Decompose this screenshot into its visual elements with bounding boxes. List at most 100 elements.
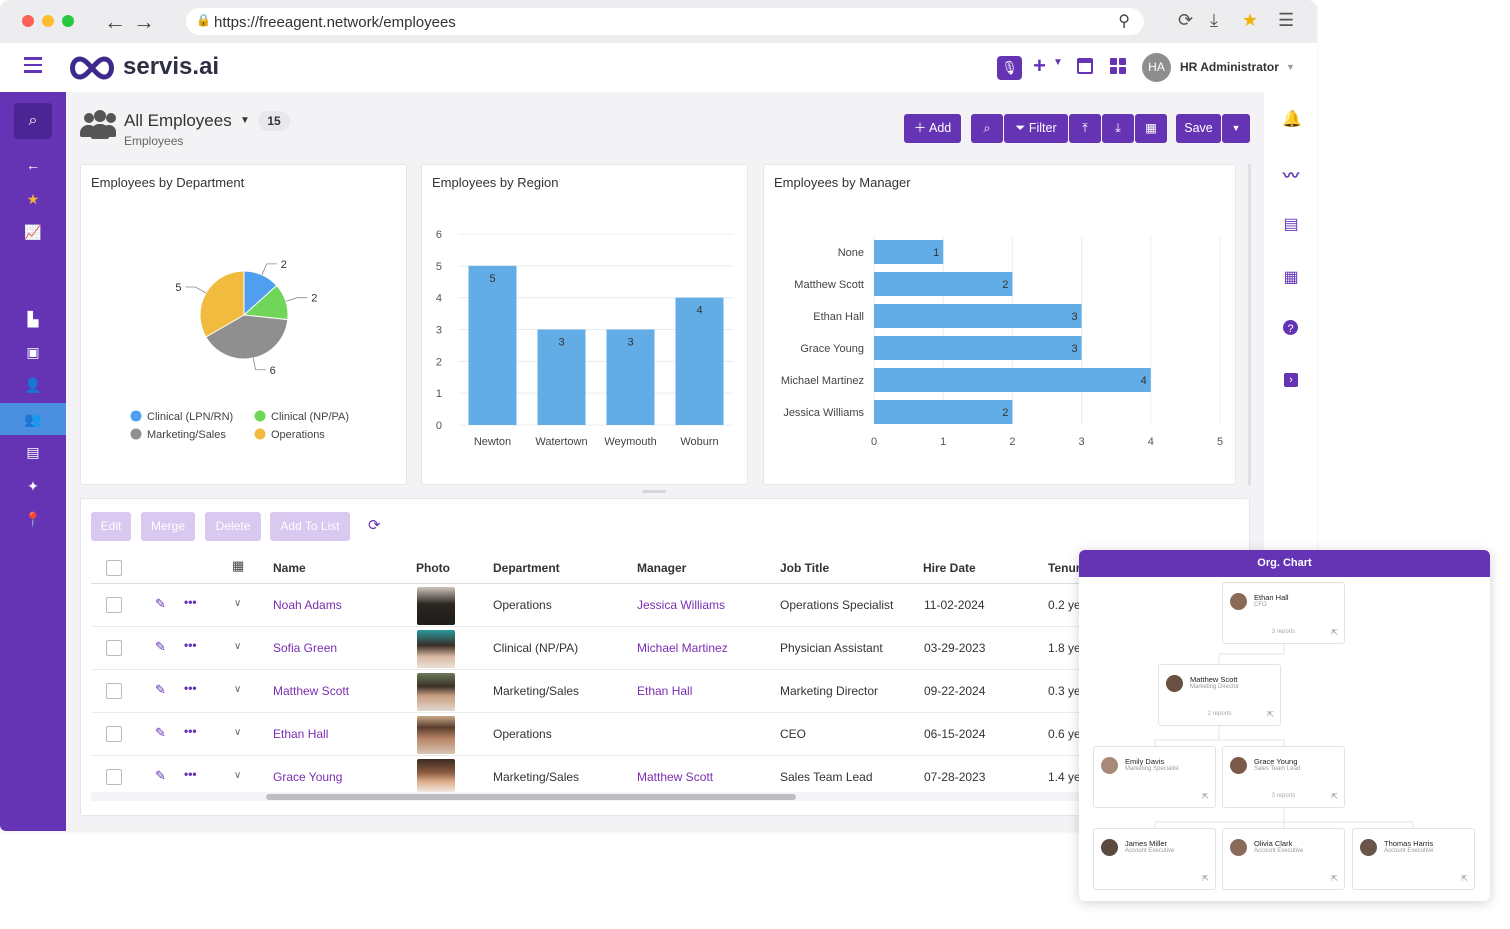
user-menu-chevron-icon[interactable]: ▼ — [1286, 62, 1295, 72]
edit-pencil-icon[interactable]: ✎ — [155, 768, 166, 783]
title-dropdown-icon[interactable]: ▼ — [240, 115, 250, 126]
terminal-icon[interactable]: › — [1284, 373, 1298, 387]
expand-row-chevron-icon[interactable]: ∨ — [234, 684, 242, 695]
employee-name-link[interactable]: Matthew Scott — [273, 684, 350, 698]
calendar-icon[interactable] — [1077, 58, 1093, 74]
reload-icon[interactable]: ⟳ — [1178, 10, 1194, 30]
download-icon[interactable]: ⤓ — [1210, 10, 1218, 30]
hamburger-menu-icon[interactable] — [24, 57, 42, 73]
column-header-job-title[interactable]: Job Title — [780, 561, 830, 575]
manager-link[interactable]: Ethan Hall — [637, 684, 693, 698]
sidebar-employees-icon[interactable]: 👥 — [0, 403, 66, 435]
expand-row-chevron-icon[interactable]: ∨ — [234, 598, 242, 609]
back-icon[interactable]: ← — [104, 9, 126, 34]
column-header-department[interactable]: Department — [493, 561, 560, 575]
open-external-icon[interactable]: ⇱ — [1331, 874, 1338, 883]
refresh-icon[interactable]: ⟳ — [368, 517, 381, 534]
org-node[interactable]: Matthew Scott Marketing Director 2 repor… — [1158, 664, 1281, 726]
org-node[interactable]: Thomas Harris Account Executive ⇱ — [1352, 828, 1475, 890]
sidebar-pin-icon[interactable]: 📍 — [24, 511, 42, 527]
apps-grid-icon[interactable] — [1110, 58, 1126, 74]
row-checkbox[interactable] — [106, 726, 122, 742]
column-header-name[interactable]: Name — [273, 561, 306, 575]
org-node[interactable]: Emily Davis Marketing Specialist ⇱ — [1093, 746, 1216, 808]
select-all-checkbox[interactable] — [106, 560, 122, 576]
manager-link[interactable]: Jessica Williams — [637, 598, 726, 612]
manager-link[interactable]: Matthew Scott — [637, 770, 714, 784]
open-external-icon[interactable]: ⇱ — [1267, 710, 1274, 719]
bell-icon[interactable]: 🔔 — [1282, 111, 1302, 128]
sidebar-search-icon[interactable]: ⌕ — [14, 103, 52, 139]
expand-row-chevron-icon[interactable]: ∨ — [234, 727, 242, 738]
org-node[interactable]: Olivia Clark Account Executive ⇱ — [1222, 828, 1345, 890]
calendar-side-icon[interactable]: ▦ — [1283, 269, 1299, 286]
org-node[interactable]: Ethan Hall CFO 3 reports ⇱ — [1222, 582, 1345, 644]
add-button[interactable]: ＋ Add — [904, 114, 961, 143]
column-header-tenure[interactable]: Tenur — [1048, 561, 1081, 575]
column-header-manager[interactable]: Manager — [637, 561, 687, 575]
activity-pulse-icon[interactable]: 〰 — [1282, 168, 1299, 185]
sidebar-dashboard-icon[interactable]: ▤ — [26, 444, 40, 460]
org-node[interactable]: James Miller Account Executive ⇱ — [1093, 828, 1216, 890]
table-row[interactable]: ✎ ••• ∨ Grace Young Marketing/Sales Matt… — [91, 756, 1081, 792]
employee-name-link[interactable]: Noah Adams — [273, 598, 342, 612]
table-horizontal-scrollbar[interactable] — [91, 792, 1081, 801]
table-row[interactable]: ✎ ••• ∨ Noah Adams Operations Jessica Wi… — [91, 584, 1081, 627]
list-icon[interactable]: ▤ — [1283, 216, 1299, 233]
sidebar-back-arrow-icon[interactable]: ← — [26, 157, 40, 173]
browser-menu-icon[interactable]: ☰ — [1278, 10, 1295, 30]
more-options-icon[interactable]: ••• — [184, 767, 197, 781]
edit-pencil-icon[interactable]: ✎ — [155, 596, 166, 611]
sidebar-star-icon[interactable]: ★ — [26, 191, 40, 207]
row-checkbox[interactable] — [106, 640, 122, 656]
delete-button[interactable]: Delete — [205, 512, 261, 541]
edit-button[interactable]: Edit — [91, 512, 131, 541]
open-external-icon[interactable]: ⇱ — [1331, 792, 1338, 801]
filter-button[interactable]: ⏷ Filter — [1004, 114, 1068, 143]
employee-name-link[interactable]: Ethan Hall — [273, 727, 329, 741]
more-options-icon[interactable]: ••• — [184, 681, 197, 695]
save-dropdown-button[interactable]: ▼ — [1222, 114, 1250, 143]
close-window-button[interactable] — [22, 15, 34, 27]
user-name[interactable]: HR Administrator — [1180, 60, 1279, 74]
sidebar-magic-icon[interactable]: ✦ — [27, 478, 39, 494]
column-header-photo[interactable]: Photo — [416, 561, 450, 575]
org-node-reports[interactable]: 2 reports — [1207, 711, 1232, 717]
create-plus-icon[interactable]: + — [1033, 53, 1046, 78]
address-bar[interactable]: 🔒 https://freeagent.network/employees ⚲ — [186, 8, 1144, 35]
minimize-window-button[interactable] — [42, 15, 54, 27]
edit-pencil-icon[interactable]: ✎ — [155, 725, 166, 740]
employee-name-link[interactable]: Grace Young — [273, 770, 343, 784]
column-header-hire-date[interactable]: Hire Date — [923, 561, 976, 575]
more-options-icon[interactable]: ••• — [184, 638, 197, 652]
org-node[interactable]: Grace Young Sales Team Lead 3 reports ⇱ — [1222, 746, 1345, 808]
layout-button[interactable]: ▦ — [1135, 114, 1167, 143]
download-button[interactable]: ⤓ — [1102, 114, 1134, 143]
more-options-icon[interactable]: ••• — [184, 724, 197, 738]
manager-link[interactable]: Michael Martinez — [637, 641, 728, 655]
zoom-key-icon[interactable]: ⚲ — [1118, 13, 1130, 30]
search-button[interactable]: ⌕ — [971, 114, 1003, 143]
help-icon[interactable]: ? — [1283, 320, 1298, 335]
org-node-reports[interactable]: 3 reports — [1271, 629, 1296, 635]
merge-button[interactable]: Merge — [141, 512, 195, 541]
resize-handle[interactable] — [642, 490, 666, 493]
add-to-list-button[interactable]: Add To List — [270, 512, 350, 541]
employee-name-link[interactable]: Sofia Green — [273, 641, 338, 655]
maximize-window-button[interactable] — [62, 15, 74, 27]
sidebar-chart-icon[interactable]: 📈 — [24, 224, 42, 240]
open-external-icon[interactable]: ⇱ — [1202, 874, 1209, 883]
forward-icon[interactable]: → — [133, 9, 155, 34]
bookmark-star-icon[interactable]: ★ — [1242, 10, 1259, 30]
table-row[interactable]: ✎ ••• ∨ Ethan Hall Operations CEO 06-15-… — [91, 713, 1081, 756]
column-settings-icon[interactable]: ▦ — [232, 558, 245, 573]
edit-pencil-icon[interactable]: ✎ — [155, 682, 166, 697]
open-external-icon[interactable]: ⇱ — [1461, 874, 1468, 883]
avatar[interactable]: HA — [1142, 53, 1171, 82]
expand-row-chevron-icon[interactable]: ∨ — [234, 770, 242, 781]
more-options-icon[interactable]: ••• — [184, 595, 197, 609]
edit-pencil-icon[interactable]: ✎ — [155, 639, 166, 654]
microphone-icon[interactable]: 🎙 — [997, 56, 1022, 80]
sidebar-user-group-icon[interactable]: 👤 — [24, 377, 42, 393]
page-title[interactable]: All Employees — [124, 111, 232, 130]
